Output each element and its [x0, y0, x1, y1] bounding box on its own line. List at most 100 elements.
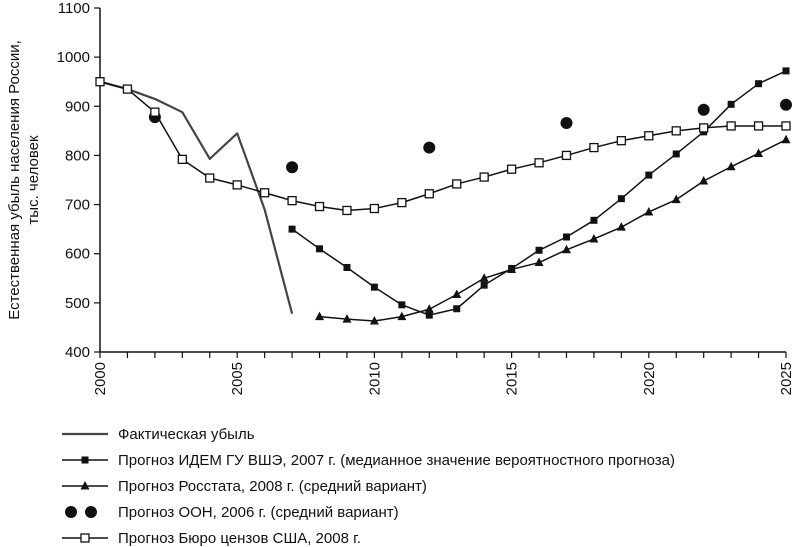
legend-marker	[85, 506, 97, 518]
data-point	[780, 98, 792, 111]
axes: 400 500 600 700 800 900 1000 1100 2000 2005 2010 20…	[6, 0, 795, 395]
legend-label: Прогноз Бюро цензов США, 2008 г.	[118, 530, 361, 547]
data-point	[177, 154, 187, 165]
series-line	[99, 80, 294, 314]
data-point	[150, 107, 160, 117]
data-point	[369, 316, 379, 325]
data-point	[699, 123, 709, 133]
data-point	[424, 304, 434, 313]
legend-label: Прогноз ИДЕМ ГУ ВШЭ, 2007 г. (медианное …	[118, 452, 675, 469]
data-point	[479, 273, 489, 282]
data-point	[95, 77, 105, 87]
data-point	[644, 206, 654, 216]
y-tick-label: 1100	[58, 0, 90, 17]
legend: Фактическая убыль Прогноз ИДЕМ ГУ ВШЭ, 20…	[62, 426, 675, 547]
plot-area	[95, 67, 792, 325]
y-tick-label: 1000	[57, 49, 90, 66]
data-point	[286, 161, 299, 174]
data-point	[754, 148, 764, 157]
data-point	[424, 189, 434, 199]
data-point	[506, 164, 517, 174]
data-point	[342, 314, 352, 323]
x-tick-label: 2015	[504, 362, 521, 395]
y-axis-label-line: Естественная убыль населения России,	[6, 40, 23, 320]
data-point	[589, 142, 599, 153]
data-point	[616, 222, 626, 231]
data-point	[753, 121, 764, 131]
legend-item-3: Прогноз ООН, 2006 г. (средний вариант)	[65, 504, 399, 521]
series-line	[291, 70, 787, 316]
series-2	[315, 134, 791, 325]
data-point	[589, 233, 599, 243]
data-point	[699, 175, 709, 185]
data-point	[232, 180, 242, 190]
data-point	[122, 84, 133, 94]
x-tick-label: 2005	[229, 362, 246, 395]
data-point	[425, 311, 433, 319]
data-point	[453, 305, 461, 313]
data-point	[398, 301, 406, 309]
data-point	[205, 173, 215, 183]
data-point	[81, 456, 89, 464]
data-point	[755, 80, 763, 88]
data-point	[479, 172, 489, 182]
data-point	[645, 171, 653, 179]
legend-item-0: Фактическая убыль	[62, 426, 255, 443]
data-point	[534, 158, 544, 168]
y-tick-label: 800	[65, 147, 90, 164]
data-point	[397, 197, 407, 208]
data-point	[480, 281, 488, 289]
x-tick-label: 2020	[641, 362, 658, 395]
data-point	[315, 311, 325, 321]
x-tick-label: 2010	[366, 362, 383, 395]
x-tick-label: 2025	[778, 362, 795, 395]
data-point	[259, 188, 270, 198]
data-point	[343, 263, 351, 271]
data-point	[697, 103, 710, 116]
data-point	[726, 161, 736, 171]
data-point	[534, 257, 544, 267]
data-point	[671, 126, 681, 136]
data-point	[507, 264, 517, 273]
legend-item-1: Прогноз ИДЕМ ГУ ВШЭ, 2007 г. (медианное …	[62, 452, 675, 469]
data-point	[781, 121, 791, 131]
data-point	[562, 233, 570, 241]
legend-item-4: Прогноз Бюро цензов США, 2008 г.	[62, 530, 361, 547]
series-1	[288, 67, 790, 319]
data-point	[452, 289, 462, 299]
data-point	[287, 195, 297, 206]
data-point	[561, 244, 571, 254]
data-point	[452, 179, 462, 189]
legend-item-2: Прогноз Росстата, 2008 г. (средний вариа…	[62, 478, 427, 495]
series-0	[99, 80, 294, 314]
data-point	[616, 136, 627, 146]
data-point	[560, 116, 573, 129]
y-tick-label: 900	[65, 98, 90, 115]
data-point	[782, 67, 790, 75]
data-point	[369, 203, 380, 214]
data-point	[342, 205, 352, 216]
data-point	[781, 134, 791, 144]
data-point	[672, 150, 680, 158]
data-point	[316, 245, 324, 253]
y-tick-label: 500	[65, 295, 90, 312]
data-point	[370, 283, 378, 291]
y-tick-label: 600	[65, 246, 90, 263]
data-point	[535, 246, 543, 254]
series-line	[319, 139, 787, 322]
series-4	[95, 77, 791, 216]
data-point	[80, 533, 90, 543]
data-point	[80, 481, 90, 490]
y-axis-label: Естественная убыль населения России, тыс.…	[6, 40, 42, 320]
data-point	[644, 131, 654, 141]
data-point	[397, 311, 407, 321]
legend-label: Фактическая убыль	[118, 426, 255, 443]
x-tick-label: 2000	[92, 362, 109, 395]
data-point	[726, 121, 736, 131]
y-tick-label: 400	[65, 344, 90, 361]
y-tick-label: 700	[65, 197, 90, 214]
data-point	[671, 194, 681, 204]
series-3	[148, 98, 792, 174]
data-point	[617, 195, 625, 203]
